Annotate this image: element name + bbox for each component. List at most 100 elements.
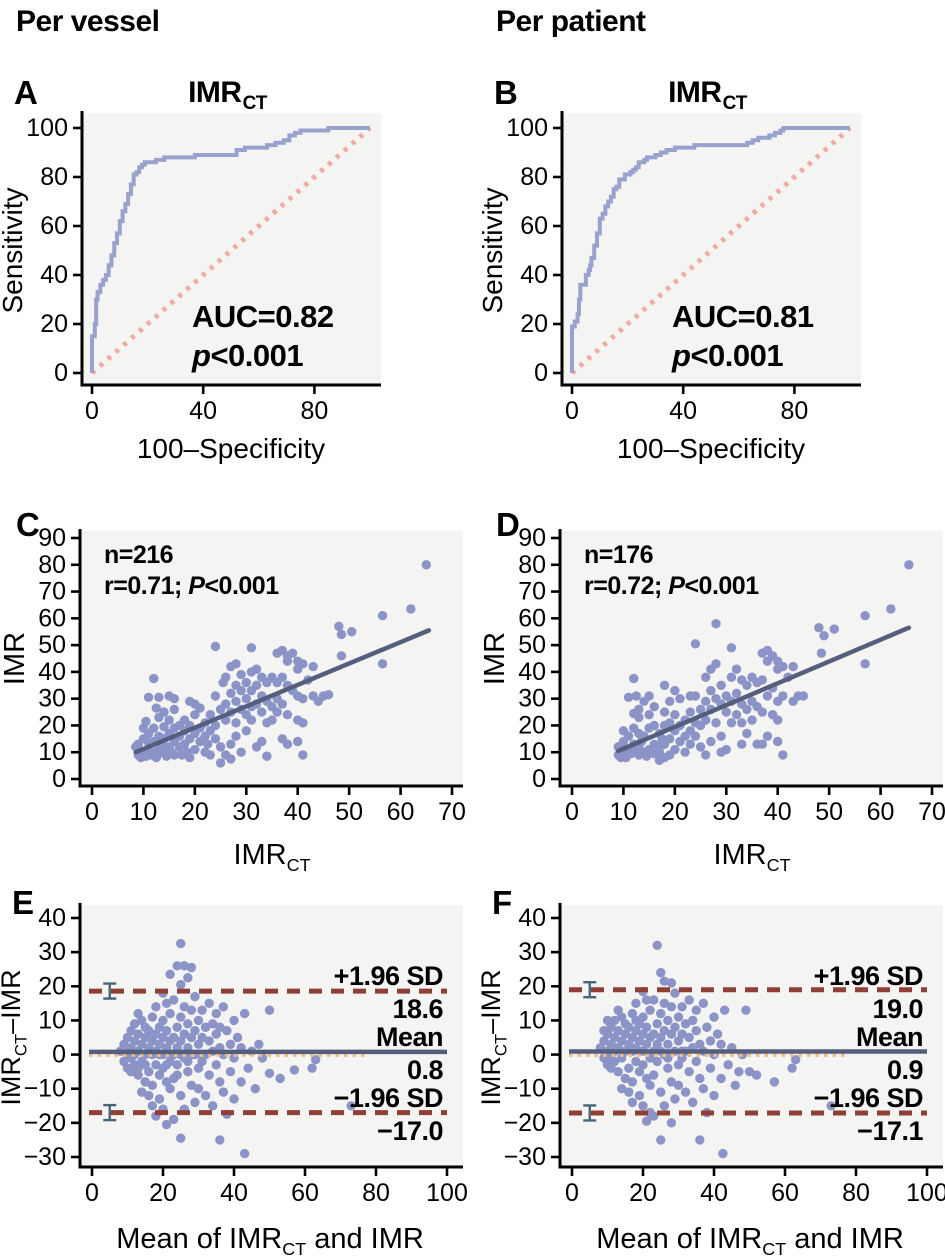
- svg-text:60: 60: [38, 604, 66, 632]
- lower-loa-value: −17.1: [857, 1116, 923, 1146]
- svg-text:Sensitivity: Sensitivity: [0, 187, 28, 313]
- mean-label: Mean: [855, 1022, 924, 1052]
- p-value: <0.001: [684, 572, 759, 600]
- svg-text:20: 20: [518, 711, 546, 739]
- r-value: r=0.72;: [584, 572, 669, 600]
- svg-text:20: 20: [629, 1179, 657, 1207]
- n-value: n=176: [584, 541, 654, 569]
- upper-loa-label: +1.96 SD: [813, 961, 924, 991]
- auc-annotation: AUC=0.81 p<0.001: [672, 297, 814, 375]
- svg-text:0: 0: [85, 798, 99, 826]
- scatter-plot-per-patient: 0 10 20 30 40 50 60 700102030405060708090IMRCTI…: [480, 524, 945, 875]
- svg-text:80: 80: [520, 163, 548, 191]
- panel-title-imrct: IMRCT: [562, 76, 852, 114]
- lower-loa-value: −17.0: [377, 1116, 443, 1146]
- svg-text:80: 80: [300, 397, 328, 425]
- title-main: IMR: [188, 76, 242, 109]
- svg-text:30: 30: [232, 798, 260, 826]
- svg-text:60: 60: [291, 1179, 319, 1207]
- panel-c-scatter-per-vessel: 0 10 20 30 40 50 60 70 0 10 20 30 40 50 60 70 80 90 IMRCT I…: [0, 490, 472, 890]
- svg-text:30: 30: [518, 938, 546, 966]
- svg-text:40: 40: [520, 261, 548, 289]
- svg-text:20: 20: [518, 972, 546, 1000]
- svg-text:20: 20: [181, 798, 209, 826]
- svg-text:IMR: IMR: [0, 632, 31, 685]
- svg-text:70: 70: [518, 578, 546, 606]
- auc-value: AUC=0.81: [672, 299, 814, 334]
- svg-text:60: 60: [518, 604, 546, 632]
- svg-text:30: 30: [38, 685, 66, 713]
- svg-text:0: 0: [85, 1179, 99, 1207]
- svg-text:20: 20: [149, 1179, 177, 1207]
- lower-loa-label: −1.96 SD: [333, 1083, 444, 1113]
- svg-text:40: 40: [518, 904, 546, 932]
- svg-text:100: 100: [426, 1179, 468, 1207]
- svg-text:50: 50: [335, 798, 363, 826]
- panel-b-roc-per-patient: 0 40 80 0 20 40 60 80 100 100–Specificity Sensitiv…: [480, 74, 945, 480]
- n-value: n=216: [104, 541, 174, 569]
- correlation-stats: n=216 r=0.71; P<0.001: [104, 540, 279, 602]
- svg-text:50: 50: [815, 798, 843, 826]
- panel-title-imrct: IMRCT: [82, 76, 372, 114]
- svg-text:50: 50: [518, 631, 546, 659]
- svg-text:60: 60: [771, 1179, 799, 1207]
- svg-text:−10: −10: [24, 1075, 66, 1103]
- svg-text:−20: −20: [504, 1109, 546, 1137]
- svg-text:80: 80: [38, 551, 66, 579]
- svg-text:40: 40: [669, 397, 697, 425]
- svg-text:40: 40: [220, 1179, 248, 1207]
- svg-text:40: 40: [284, 798, 312, 826]
- svg-text:Mean of IMRCT and IMR: Mean of IMRCT and IMR: [596, 1223, 904, 1259]
- panel-letter-f: F: [492, 884, 512, 921]
- svg-text:10: 10: [38, 1006, 66, 1034]
- panel-letter-c: C: [16, 506, 40, 543]
- p-symbol: P: [188, 572, 205, 600]
- svg-text:0: 0: [565, 397, 579, 425]
- svg-text:Sensitivity: Sensitivity: [480, 187, 508, 313]
- svg-text:100: 100: [906, 1179, 945, 1207]
- svg-text:20: 20: [40, 310, 68, 338]
- svg-text:80: 80: [362, 1179, 390, 1207]
- auc-value: AUC=0.82: [192, 299, 334, 334]
- svg-text:100: 100: [26, 114, 68, 142]
- p-symbol: P: [668, 572, 685, 600]
- svg-text:30: 30: [712, 798, 740, 826]
- title-subscript: CT: [722, 93, 748, 114]
- upper-loa-label: +1.96 SD: [333, 961, 444, 991]
- p-symbol: p: [192, 338, 211, 373]
- column-header-per-patient: Per patient: [496, 5, 646, 38]
- p-value: <0.001: [204, 572, 279, 600]
- svg-text:IMRCT–IMR: IMRCT–IMR: [480, 969, 510, 1105]
- svg-text:40: 40: [700, 1179, 728, 1207]
- svg-text:IMRCT–IMR: IMRCT–IMR: [0, 969, 30, 1105]
- r-value-line: r=0.71; P<0.001: [104, 571, 279, 602]
- svg-text:0: 0: [52, 765, 66, 793]
- scatter-plot-per-vessel: 0 10 20 30 40 50 60 700102030405060708090IMRCTI…: [0, 524, 466, 875]
- bland-altman-plot-per-vessel: 0 20 40 60 80 100 −30 −20 −10 0 10 20 30 40 Mean of IM…: [0, 903, 468, 1259]
- svg-text:60: 60: [40, 212, 68, 240]
- svg-text:60: 60: [387, 798, 415, 826]
- svg-text:70: 70: [918, 798, 945, 826]
- svg-text:80: 80: [842, 1179, 870, 1207]
- panel-letter-e: E: [12, 884, 34, 921]
- svg-text:20: 20: [520, 310, 548, 338]
- mean-value: 0.9: [886, 1055, 924, 1085]
- roc-plot-per-vessel: 0 40 80 0 20 40 60 80 100 100–Specificity Sensitiv…: [0, 111, 381, 464]
- svg-text:60: 60: [867, 798, 895, 826]
- title-subscript: CT: [242, 93, 268, 114]
- p-value: <0.001: [690, 338, 784, 373]
- svg-text:0: 0: [565, 798, 579, 826]
- mean-label: Mean: [375, 1022, 444, 1052]
- svg-text:90: 90: [38, 524, 66, 552]
- r-value: r=0.71;: [104, 572, 189, 600]
- lower-loa-label: −1.96 SD: [813, 1083, 924, 1113]
- panel-letter-b: B: [494, 74, 518, 111]
- panel-letter-d: D: [496, 506, 520, 543]
- svg-text:20: 20: [38, 711, 66, 739]
- svg-text:0: 0: [532, 1041, 546, 1069]
- svg-text:−10: −10: [504, 1075, 546, 1103]
- p-value-line: p<0.001: [192, 336, 334, 375]
- svg-text:10: 10: [518, 738, 546, 766]
- svg-text:80: 80: [40, 163, 68, 191]
- upper-loa-value: 19.0: [872, 994, 923, 1024]
